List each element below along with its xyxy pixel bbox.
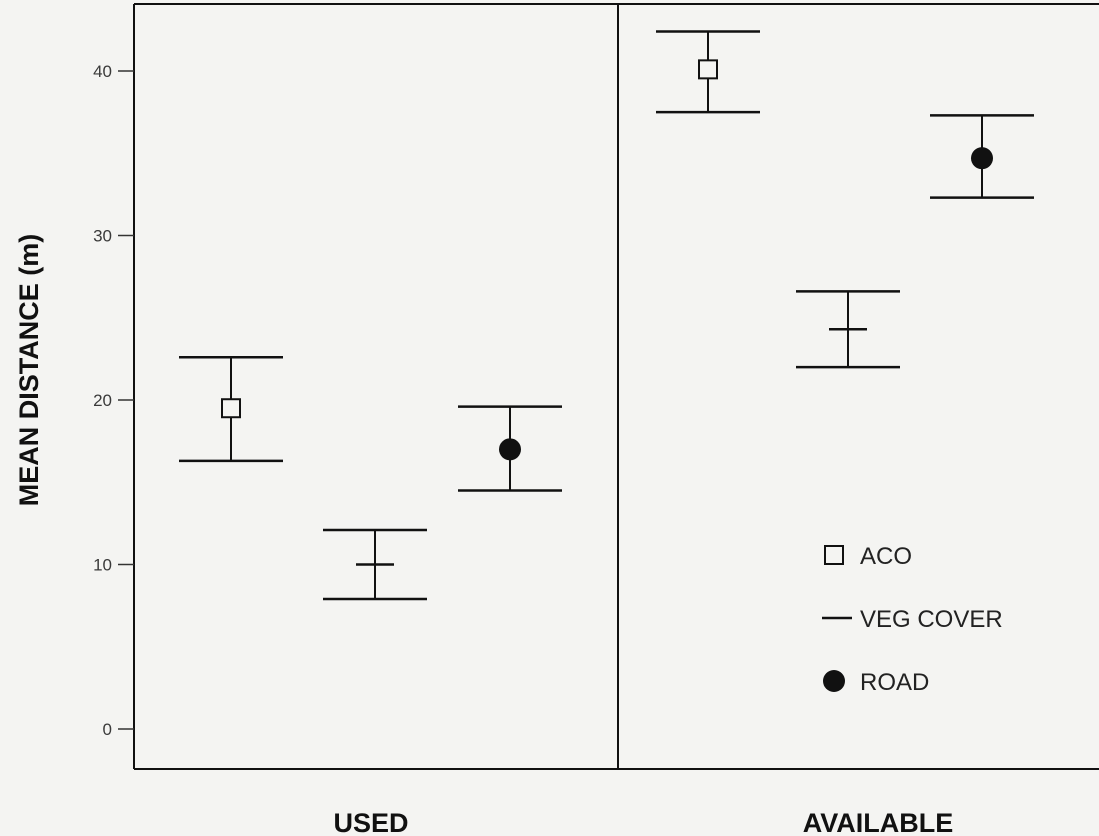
error-bar-veg-cover-available xyxy=(796,290,900,369)
legend-item-aco: ACO xyxy=(824,543,912,570)
plot-frame xyxy=(133,3,1099,770)
y-tick-label: 30 xyxy=(93,227,112,246)
legend-item-veg-cover: VEG COVER xyxy=(822,606,1003,633)
legend-label: VEG COVER xyxy=(860,606,1003,633)
panel-label-available: AVAILABLE xyxy=(803,808,954,836)
mean-marker-circle xyxy=(499,438,521,461)
mean-marker-square xyxy=(221,398,241,419)
error-bar-road-available xyxy=(930,114,1034,199)
error-bar-aco-available xyxy=(656,30,760,114)
legend-label: ROAD xyxy=(860,669,929,696)
data-marks xyxy=(179,30,1034,601)
y-axis-title: MEAN DISTANCE (m) xyxy=(14,234,44,507)
error-bar-road-used xyxy=(458,405,562,492)
y-tick-label: 40 xyxy=(93,62,112,81)
y-tick-label: 10 xyxy=(93,556,112,575)
mean-marker-circle xyxy=(971,147,993,170)
error-bar-veg-cover-used xyxy=(323,528,427,601)
error-bar-aco-used xyxy=(179,355,283,463)
legend-item-road: ROAD xyxy=(823,669,929,696)
y-axis: 0 10 20 30 40 xyxy=(93,62,134,739)
panel-label-used: USED xyxy=(333,808,408,836)
mean-marker-square xyxy=(698,59,718,80)
legend-swatch-square xyxy=(824,545,844,565)
y-tick-label: 20 xyxy=(93,391,112,410)
legend-label: ACO xyxy=(860,543,912,570)
legend: ACO VEG COVER ROAD xyxy=(822,543,1003,696)
legend-swatch-circle xyxy=(823,670,845,692)
y-tick-label: 0 xyxy=(103,720,112,739)
